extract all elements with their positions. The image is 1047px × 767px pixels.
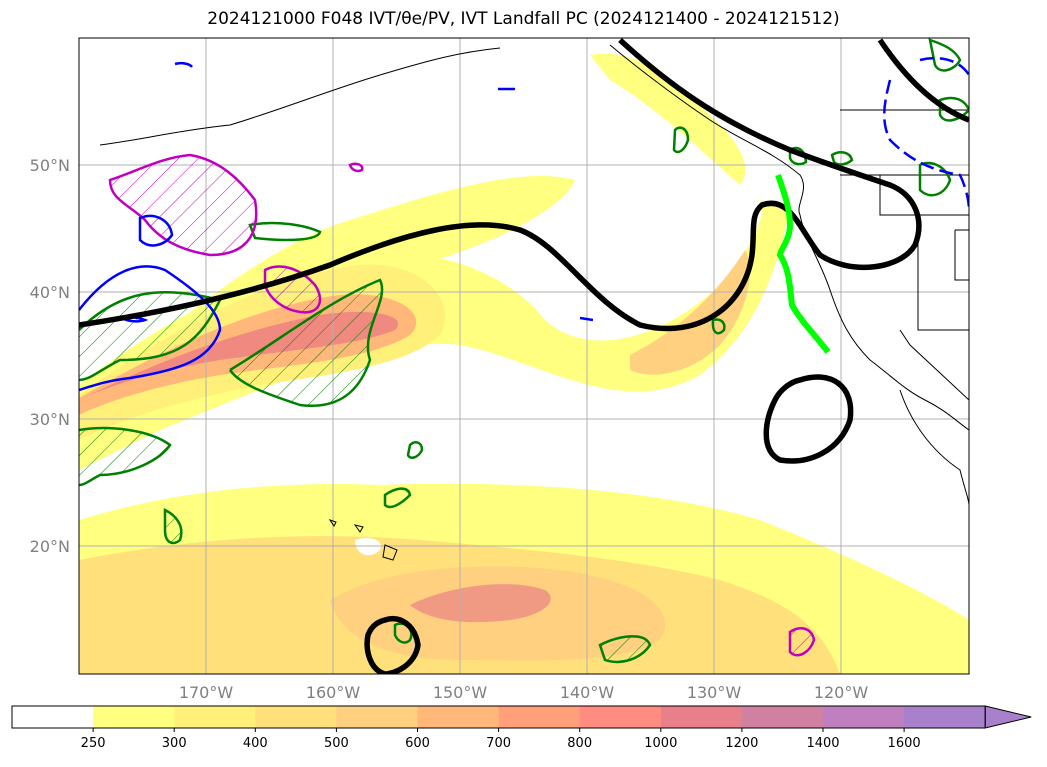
pv-contours-green bbox=[79, 38, 969, 664]
lon-label-150w: 150°W bbox=[433, 683, 488, 702]
colorbar-segment bbox=[660, 706, 743, 728]
colorbar-segment bbox=[336, 706, 418, 728]
colorbar: 250 300 400 500 600 700 800 1000 1200 1400 1600 bbox=[11, 705, 1032, 751]
colorbar-segment bbox=[498, 706, 581, 728]
ivt-fill-500-east bbox=[630, 250, 750, 375]
map-frame bbox=[78, 37, 970, 675]
colorbar-tick-label: 1600 bbox=[888, 736, 921, 751]
colorbar-tick-label: 400 bbox=[243, 736, 268, 751]
colorbar-segment bbox=[904, 706, 986, 728]
ivt-fill-250 bbox=[79, 175, 575, 461]
colorbar-tick-label: 1400 bbox=[806, 736, 839, 751]
colorbar-tick-label: 250 bbox=[81, 736, 106, 751]
ivt-gap-hawaii bbox=[355, 538, 381, 556]
colorbar-tick-label: 700 bbox=[486, 736, 511, 751]
ivt-fill-700-south bbox=[410, 584, 551, 623]
colorbar-tick-label: 800 bbox=[567, 736, 592, 751]
lon-label-120w: 120°W bbox=[814, 683, 869, 702]
colorbar-tick-label: 300 bbox=[162, 736, 187, 751]
graticule bbox=[79, 38, 969, 674]
colorbar-tick-label: 600 bbox=[405, 736, 430, 751]
lon-label-130w: 130°W bbox=[687, 683, 742, 702]
lat-label-20: 20°N bbox=[30, 537, 70, 556]
ivt-fill-250-nw bbox=[590, 53, 746, 185]
colorbar-segment bbox=[579, 706, 662, 728]
lat-labels: 50°N 40°N 30°N 20°N bbox=[30, 156, 70, 556]
colorbar-segment bbox=[823, 706, 905, 728]
lat-label-30: 30°N bbox=[30, 410, 70, 429]
colorbar-segment bbox=[741, 706, 824, 728]
colorbar-segment bbox=[255, 706, 337, 728]
colorbar-tick-label: 500 bbox=[324, 736, 349, 751]
ivt-fill-layer bbox=[79, 53, 969, 674]
colorbar-segment bbox=[417, 706, 500, 728]
lon-label-170w: 170°W bbox=[179, 683, 234, 702]
figure-title: 2024121000 F048 IVT/θe/PV, IVT Landfall … bbox=[207, 9, 840, 29]
colorbar-segment bbox=[12, 706, 94, 728]
map-panel bbox=[79, 38, 969, 674]
lon-label-160w: 160°W bbox=[306, 683, 361, 702]
lon-labels: 170°W 160°W 150°W 140°W 130°W 120°W bbox=[179, 683, 869, 702]
colorbar-segment bbox=[93, 706, 175, 728]
lon-label-140w: 140°W bbox=[560, 683, 615, 702]
colorbar-tick-label: 1000 bbox=[644, 736, 677, 751]
pv-contours-magenta bbox=[108, 153, 816, 657]
colorbar-tick-label: 1200 bbox=[725, 736, 758, 751]
colorbar-segment bbox=[174, 706, 256, 728]
colorbar-extend-arrow bbox=[984, 705, 1032, 729]
lat-label-40: 40°N bbox=[30, 283, 70, 302]
ivt-landfall-pc bbox=[775, 174, 831, 354]
lat-label-50: 50°N bbox=[30, 156, 70, 175]
theta-e-contours bbox=[79, 38, 969, 674]
